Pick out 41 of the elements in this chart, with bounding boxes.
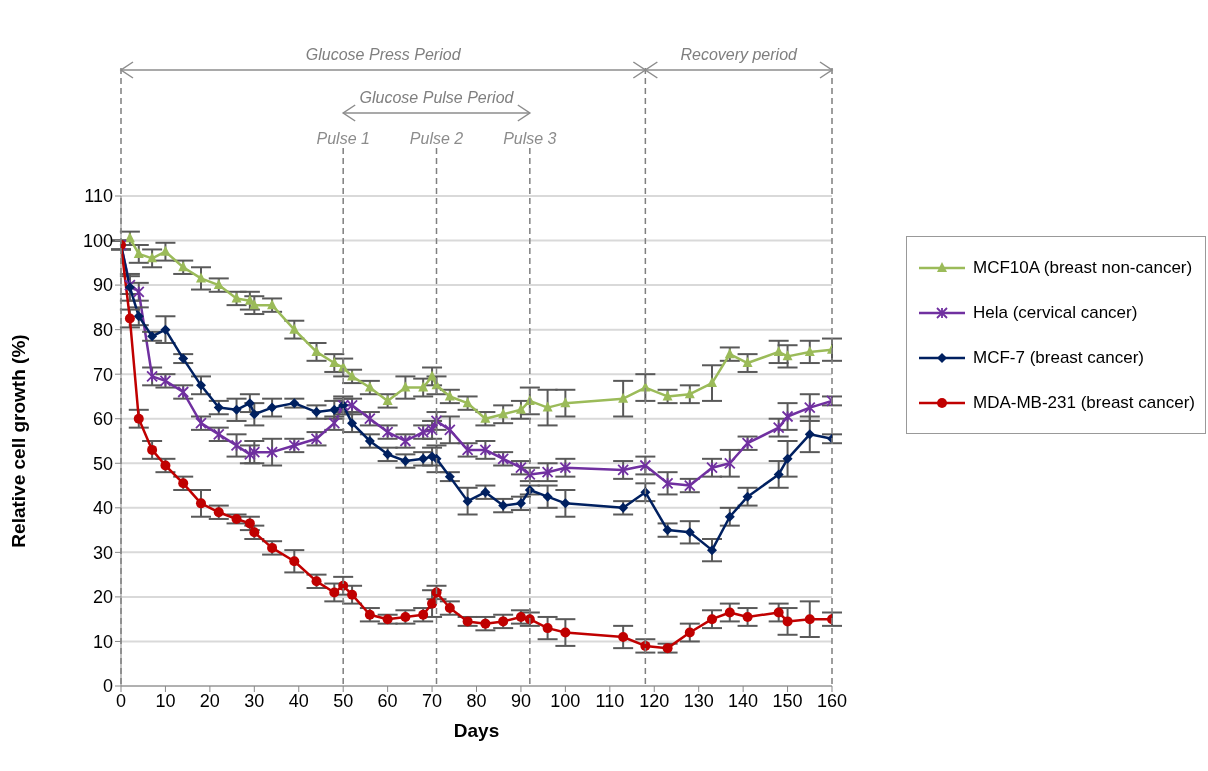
y-tick-label: 0: [102, 676, 113, 697]
x-tick-label: 60: [377, 690, 398, 711]
y-tick-label: 100: [82, 230, 113, 251]
y-tick-label: 40: [92, 498, 113, 519]
legend-label: Hela (cervical cancer): [972, 302, 1138, 323]
legend-label: MDA-MB-231 (breast cancer): [972, 392, 1195, 413]
y-tick-label: 60: [92, 409, 113, 430]
y-axis-title: Relative cell growth (%): [7, 334, 29, 548]
x-tick-label: 40: [288, 690, 309, 711]
x-tick-label: 130: [683, 690, 714, 711]
x-tick-label: 50: [333, 690, 354, 711]
x-tick-label: 80: [466, 690, 487, 711]
x-tick-label: 160: [816, 690, 848, 711]
x-tick-label: 70: [422, 690, 443, 711]
text: Glucose Pulse Period: [359, 89, 515, 106]
legend-label: MCF10A (breast non-cancer): [972, 257, 1193, 278]
ref-line-label: Pulse 3: [503, 130, 557, 147]
x-tick-label: 150: [772, 690, 803, 711]
x-tick-label: 90: [510, 690, 531, 711]
x-tick-label: 140: [728, 690, 759, 711]
legend-label: MCF-7 (breast cancer): [972, 347, 1144, 368]
y-tick-label: 70: [92, 364, 113, 385]
y-tick-label: 10: [92, 631, 113, 652]
x-tick-label: 30: [244, 690, 265, 711]
ref-line-label: Pulse 2: [409, 130, 464, 147]
y-tick-label: 50: [92, 453, 113, 474]
x-axis-title: Days: [453, 720, 500, 742]
x-tick-label: 0: [115, 690, 127, 711]
x-tick-label: 110: [595, 690, 625, 711]
x-tick-label: 10: [155, 690, 176, 711]
y-tick-label: 30: [92, 542, 113, 563]
y-tick-label: 90: [92, 275, 113, 296]
y-tick-label: 20: [92, 587, 113, 608]
x-tick-label: 120: [639, 690, 670, 711]
x-tick-label: 100: [550, 690, 581, 711]
x-tick-label: 20: [199, 690, 220, 711]
y-tick-label: 110: [84, 186, 113, 207]
y-tick-label: 80: [92, 320, 113, 341]
ref-line-label: Pulse 1: [316, 130, 370, 147]
text: Recovery period: [680, 46, 799, 63]
text: Glucose Press Period: [305, 46, 462, 63]
